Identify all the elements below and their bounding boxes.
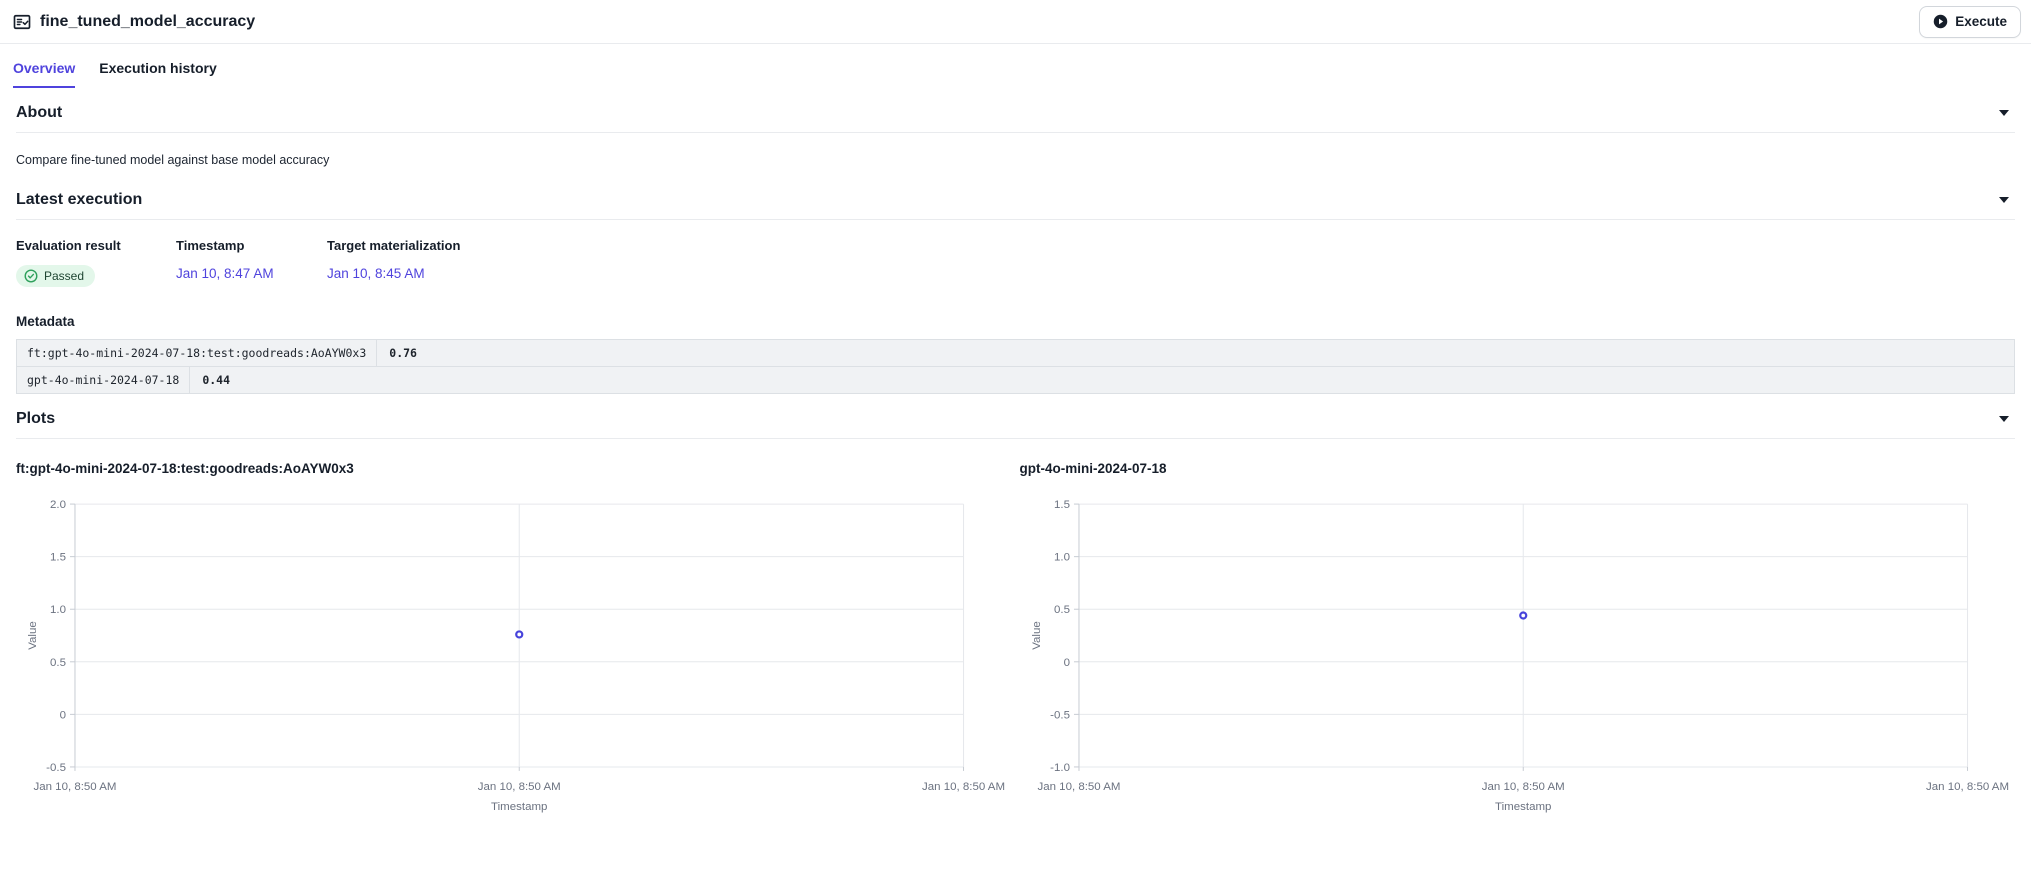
chevron-down-icon[interactable]: [1999, 110, 2009, 116]
metadata-row: ft:gpt-4o-mini-2024-07-18:test:goodreads…: [17, 340, 2014, 366]
svg-text:Timestamp: Timestamp: [491, 801, 547, 813]
metadata-value: 0.44: [202, 373, 231, 387]
svg-text:-0.5: -0.5: [1050, 709, 1070, 721]
svg-text:1.0: 1.0: [50, 604, 66, 616]
svg-text:0.5: 0.5: [50, 657, 66, 669]
svg-text:Value: Value: [1030, 621, 1042, 650]
plots-heading: Plots: [16, 410, 56, 427]
plots-section: Plots ft:gpt-4o-mini-2024-07-18:test:goo…: [16, 394, 2015, 814]
svg-text:-0.5: -0.5: [46, 762, 66, 774]
svg-text:Jan 10, 8:50 AM: Jan 10, 8:50 AM: [922, 781, 1005, 793]
svg-text:0: 0: [60, 709, 66, 721]
svg-text:-1.0: -1.0: [1050, 762, 1070, 774]
svg-text:Value: Value: [27, 621, 39, 650]
metadata-table: ft:gpt-4o-mini-2024-07-18:test:goodreads…: [16, 339, 2015, 394]
tab-bar: Overview Execution history: [0, 44, 2031, 88]
plot-fine-tuned-model: ft:gpt-4o-mini-2024-07-18:test:goodreads…: [16, 461, 1012, 814]
execute-button-label: Execute: [1955, 14, 2007, 29]
latest-execution-table: Evaluation result Timestamp Target mater…: [16, 238, 2015, 288]
svg-text:1.5: 1.5: [1054, 499, 1070, 511]
plot-title: gpt-4o-mini-2024-07-18: [1019, 461, 1167, 476]
latest-execution-section: Latest execution Evaluation result Times…: [16, 175, 2015, 394]
metadata-value: 0.76: [389, 346, 417, 360]
page-title: fine_tuned_model_accuracy: [40, 12, 256, 30]
tab-execution-history[interactable]: Execution history: [99, 60, 217, 76]
chevron-down-icon[interactable]: [1999, 197, 2009, 203]
svg-text:1.5: 1.5: [50, 552, 66, 564]
svg-text:Jan 10, 8:50 AM: Jan 10, 8:50 AM: [1037, 781, 1120, 793]
metadata-row: gpt-4o-mini-2024-07-18 0.44: [17, 366, 2014, 393]
plots-section-header: Plots: [16, 394, 2015, 439]
column-header-target-materialization: Target materialization: [327, 238, 461, 253]
status-badge-label: Passed: [44, 269, 85, 283]
plots-row: ft:gpt-4o-mini-2024-07-18:test:goodreads…: [16, 461, 2015, 814]
metadata-heading: Metadata: [16, 314, 75, 329]
latest-execution-heading: Latest execution: [16, 191, 143, 208]
column-header-evaluation-result: Evaluation result: [16, 238, 121, 253]
svg-text:Jan 10, 8:50 AM: Jan 10, 8:50 AM: [1926, 781, 2009, 793]
execute-button[interactable]: Execute: [1919, 5, 2021, 38]
about-section: About Compare fine-tuned model against b…: [16, 88, 2015, 167]
svg-text:0.5: 0.5: [1054, 604, 1070, 616]
status-badge: Passed: [16, 265, 96, 287]
svg-text:Jan 10, 8:50 AM: Jan 10, 8:50 AM: [33, 781, 116, 793]
play-icon: [1933, 14, 1948, 29]
svg-text:0: 0: [1063, 657, 1069, 669]
target-materialization-link[interactable]: Jan 10, 8:45 AM: [327, 266, 425, 281]
metadata-key: gpt-4o-mini-2024-07-18: [17, 367, 191, 393]
scatter-chart-base-model: 1.5 1.0 0.5 0 -0.5 -1.0 Jan 10, 8:50 AM Jan 10,…: [1030, 499, 2009, 813]
about-description: Compare fine-tuned model against base mo…: [16, 153, 330, 167]
svg-text:1.0: 1.0: [1054, 552, 1070, 564]
timestamp-link[interactable]: Jan 10, 8:47 AM: [176, 266, 274, 281]
metadata-key: ft:gpt-4o-mini-2024-07-18:test:goodreads…: [17, 340, 378, 366]
check-circle-icon: [24, 269, 38, 283]
plot-title: ft:gpt-4o-mini-2024-07-18:test:goodreads…: [16, 461, 354, 476]
page-header: fine_tuned_model_accuracy Execute: [0, 0, 2031, 44]
tab-overview[interactable]: Overview: [13, 60, 76, 88]
svg-text:Jan 10, 8:50 AM: Jan 10, 8:50 AM: [1481, 781, 1564, 793]
column-header-timestamp: Timestamp: [176, 238, 245, 253]
chevron-down-icon[interactable]: [1999, 416, 2009, 422]
fact-check-icon: [12, 12, 32, 32]
about-heading: About: [16, 104, 63, 121]
svg-text:2.0: 2.0: [50, 499, 66, 511]
plot-base-model: gpt-4o-mini-2024-07-18 1.5 1.0 0.5 0 -0.5 -1.…: [1020, 461, 2016, 814]
scatter-chart-fine-tuned: 2.0 1.5 1.0 0.5 0 -0.5 Jan 10, 8:50 AM Jan 10, …: [27, 499, 1005, 813]
about-section-header: About: [16, 88, 2015, 133]
svg-text:Jan 10, 8:50 AM: Jan 10, 8:50 AM: [478, 781, 561, 793]
svg-text:Timestamp: Timestamp: [1495, 801, 1551, 813]
latest-execution-section-header: Latest execution: [16, 175, 2015, 220]
overview-panel: About Compare fine-tuned model against b…: [0, 88, 2031, 814]
